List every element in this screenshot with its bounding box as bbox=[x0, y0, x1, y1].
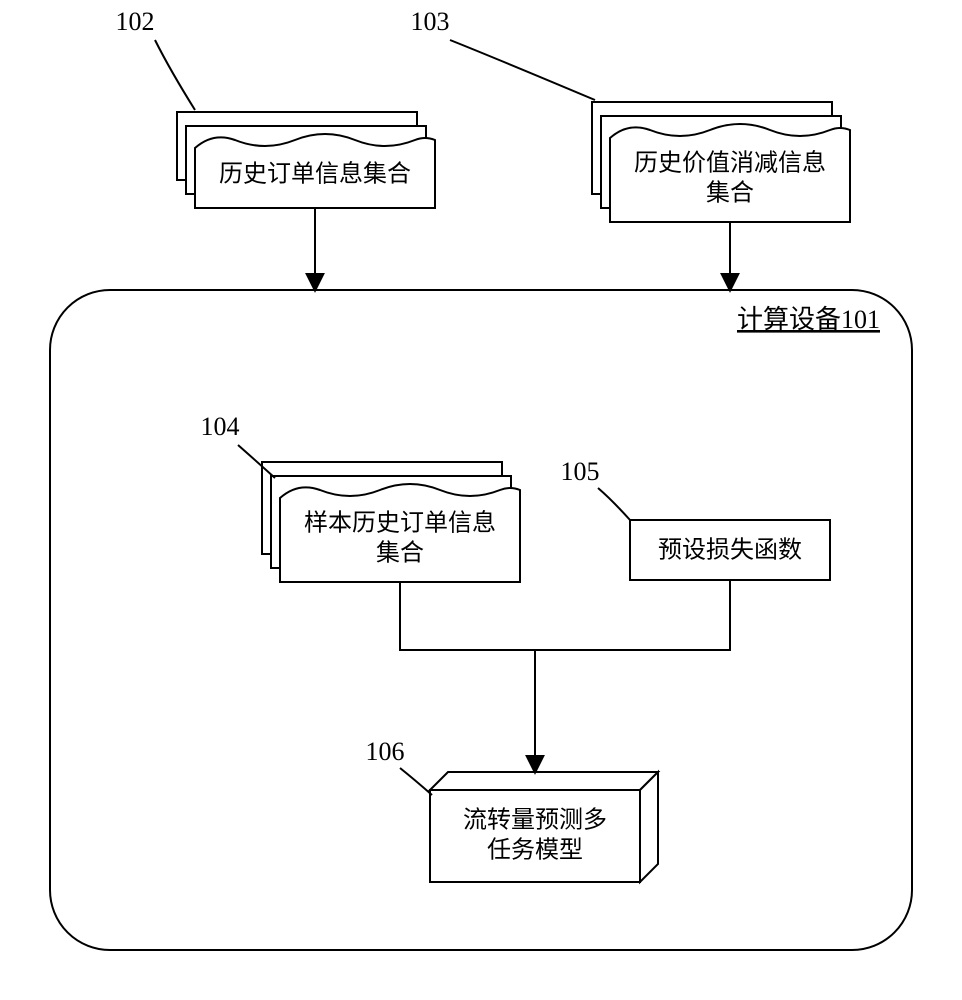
node-104-text-2: 集合 bbox=[376, 540, 424, 567]
node-102-stack: 历史订单信息集合 bbox=[177, 112, 435, 208]
node-106-cuboid: 流转量预测多 任务模型 bbox=[430, 772, 658, 882]
node-106-text-2: 任务模型 bbox=[487, 837, 583, 864]
node-103-text-1: 历史价值消减信息 bbox=[634, 150, 826, 177]
edge-104-105-join bbox=[400, 580, 730, 650]
node-104-stack: 样本历史订单信息 集合 bbox=[262, 462, 520, 582]
ref-103: 103 bbox=[411, 7, 450, 36]
flow-diagram: 历史订单信息集合 历史价值消减信息 集合 计算设备101 样本历史订单信息 集合… bbox=[0, 0, 962, 1000]
ref-104: 104 bbox=[201, 412, 240, 441]
ref-106: 106 bbox=[366, 737, 405, 766]
ref-105: 105 bbox=[561, 457, 600, 486]
node-103-stack: 历史价值消减信息 集合 bbox=[592, 102, 850, 222]
node-102-text: 历史订单信息集合 bbox=[219, 161, 411, 188]
node-104-text-1: 样本历史订单信息 bbox=[304, 510, 496, 537]
node-105-text: 预设损失函数 bbox=[658, 537, 802, 564]
device-title: 计算设备101 bbox=[737, 305, 880, 334]
node-105-rect: 预设损失函数 bbox=[630, 520, 830, 580]
node-106-text-1: 流转量预测多 bbox=[463, 807, 607, 834]
node-103-text-2: 集合 bbox=[706, 180, 754, 207]
ref-102: 102 bbox=[116, 7, 155, 36]
